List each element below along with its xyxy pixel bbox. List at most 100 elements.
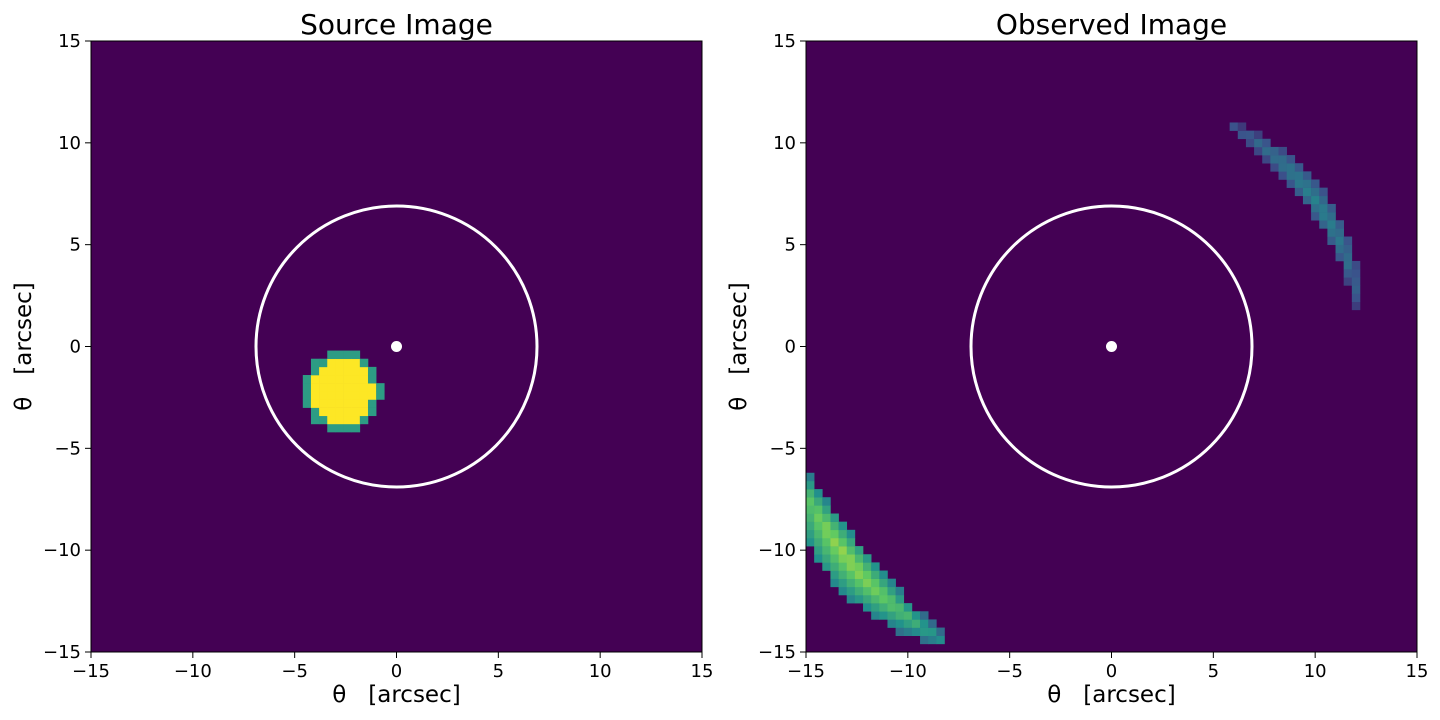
lens-center-point — [1106, 341, 1117, 352]
heatmap-cell — [343, 399, 352, 408]
heatmap-cell — [351, 350, 361, 360]
heatmap-cell — [367, 383, 377, 392]
heatmap-cell — [838, 529, 848, 539]
x-tick-label: −15 — [787, 661, 825, 682]
heatmap-cell — [887, 619, 896, 628]
heatmap-cell — [911, 627, 921, 637]
y-tick-label: −10 — [758, 540, 796, 561]
y-axis-label: θ [arcsec] — [726, 282, 752, 410]
y-axis-label: θ [arcsec] — [11, 282, 37, 410]
heatmap-cell — [367, 375, 377, 384]
heatmap-cell — [830, 513, 839, 522]
axis-ticks: −15 −10 −5 0 5 10 15 −15 −10 −5 0 5 10 15 — [758, 31, 1428, 682]
heatmap-cell — [871, 611, 880, 620]
heatmap-cell — [343, 407, 352, 417]
heatmap-cell — [351, 375, 361, 384]
heatmap-cell — [887, 586, 896, 596]
heatmap-cell — [846, 537, 856, 547]
heatmap-cell — [895, 586, 905, 596]
einstein-ring — [254, 204, 539, 489]
heatmap-cell — [1286, 155, 1296, 164]
heatmap-cell — [879, 586, 888, 596]
heatmap-cell — [846, 546, 856, 555]
x-tick-label: −5 — [281, 661, 308, 682]
heatmap-cell — [376, 391, 385, 400]
heatmap-cell — [351, 383, 361, 392]
heatmap-cell — [895, 594, 905, 604]
heatmap-cell — [1237, 122, 1247, 131]
heatmap-cell — [1270, 146, 1279, 156]
heatmap-cell — [903, 627, 913, 637]
x-tick-label: 5 — [493, 661, 504, 682]
heatmap-cell — [871, 578, 880, 588]
heatmap-cell — [814, 546, 823, 555]
x-tick-label: −10 — [889, 661, 927, 682]
heatmap-cell — [846, 570, 856, 579]
heatmap-cell — [838, 578, 848, 588]
heatmap-cell — [1302, 171, 1312, 180]
heatmap-cell — [895, 619, 905, 628]
heatmap-cell — [879, 594, 888, 604]
heatmap-cell — [359, 375, 369, 384]
heatmap-cell — [822, 497, 831, 506]
heatmap-cell — [863, 578, 872, 588]
heatmap-cell — [920, 627, 929, 637]
heatmap-cell — [359, 399, 369, 408]
heatmap-cell — [928, 627, 937, 637]
heatmap-cell — [895, 611, 905, 620]
heatmap-cell — [1262, 138, 1271, 148]
heatmap-cell — [838, 554, 848, 563]
heatmap-cell — [327, 423, 336, 433]
heatmap-cell — [319, 399, 328, 408]
heatmap-cell — [822, 521, 831, 531]
heatmap-cell — [319, 358, 328, 368]
heatmap-cell — [863, 594, 872, 604]
heatmap-cell — [911, 619, 921, 628]
heatmap-cell — [806, 472, 815, 482]
heatmap-cell — [343, 350, 352, 360]
x-axis-label: θ [arcsec] — [1047, 682, 1175, 708]
y-tick-label: −5 — [769, 438, 796, 459]
heatmap-cell — [1319, 195, 1328, 205]
heatmap-cell — [335, 383, 344, 392]
heatmap-cell — [359, 366, 369, 376]
einstein-ring — [969, 204, 1254, 489]
heatmap-cell — [343, 391, 352, 400]
heatmap-cell — [854, 562, 864, 571]
heatmap-cell — [1294, 179, 1304, 188]
heatmap-cell — [351, 366, 361, 376]
y-tick-label: 15 — [773, 31, 796, 52]
heatmap-cell — [879, 611, 888, 620]
heatmap-cell — [327, 399, 336, 408]
x-tick-label: 0 — [1106, 661, 1117, 682]
y-tick-label: −15 — [758, 642, 796, 663]
heatmap-cell — [1311, 179, 1320, 188]
heatmap-cell — [343, 415, 352, 425]
heatmap-cell — [928, 635, 937, 645]
heatmap-cell — [863, 586, 872, 596]
y-tick-label: 15 — [58, 31, 81, 52]
heatmap-cell — [1327, 212, 1336, 221]
x-tick-label: 10 — [1304, 661, 1327, 682]
heatmap-cell — [936, 627, 945, 637]
heatmap-cell — [327, 415, 336, 425]
heatmap-cell — [327, 383, 336, 392]
heatmap-cell — [335, 375, 344, 384]
heatmap-cell — [1327, 220, 1336, 229]
heatmap-cell — [822, 546, 831, 555]
heatmap-cell — [854, 586, 864, 596]
heatmap-cell — [830, 546, 839, 555]
heatmap-cell — [1343, 277, 1353, 286]
x-axis-label: θ [arcsec] — [332, 682, 460, 708]
heatmap-cell — [806, 521, 815, 531]
heatmap-cell — [887, 611, 896, 620]
y-tick-label: 5 — [785, 235, 796, 256]
heatmap-cell — [343, 375, 352, 384]
heatmap-cell — [1286, 171, 1296, 180]
heatmap-cell — [838, 570, 848, 579]
heatmap-cell — [367, 407, 377, 417]
heatmap-cell — [343, 423, 352, 433]
heatmap-cell — [335, 366, 344, 376]
heatmap-cell — [854, 554, 864, 563]
